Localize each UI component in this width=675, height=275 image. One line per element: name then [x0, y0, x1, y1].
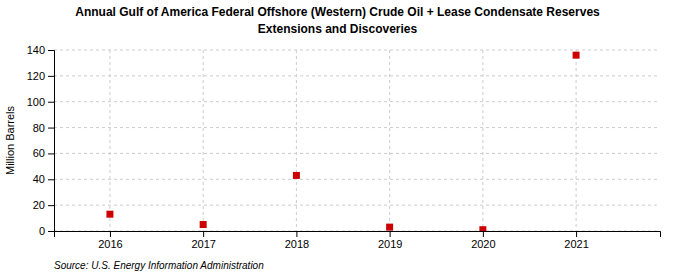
chart: Annual Gulf of America Federal Offshore … — [0, 0, 675, 275]
x-tick-mark — [296, 231, 297, 237]
y-tick-label: 20 — [33, 199, 45, 211]
y-tick: 140 — [27, 44, 54, 56]
point — [479, 226, 486, 231]
x-tick: 2017 — [191, 231, 215, 250]
grid-line-x — [482, 50, 483, 231]
grid-line-x — [203, 50, 204, 231]
y-tick-mark — [48, 231, 54, 232]
grid-line-x — [576, 50, 577, 231]
y-tick-mark — [48, 102, 54, 103]
grid-line-y — [54, 153, 660, 154]
y-tick: 120 — [27, 70, 54, 82]
y-tick-mark — [48, 128, 54, 129]
x-tick: 2019 — [378, 231, 402, 250]
grid-line-x — [109, 50, 110, 231]
x-tick: 2016 — [98, 231, 122, 250]
point — [106, 211, 113, 218]
grid-line-y — [54, 50, 660, 51]
y-tick-label: 0 — [39, 225, 45, 237]
points — [106, 52, 579, 231]
x-tick: 2021 — [564, 231, 588, 250]
y-axis-title: Million Barrels — [4, 105, 16, 175]
point — [573, 52, 580, 59]
y-tick: 40 — [33, 173, 54, 185]
grid — [54, 50, 660, 231]
grid-line-y — [54, 75, 660, 76]
x-tick: 2020 — [471, 231, 495, 250]
y-tick-label: 140 — [27, 44, 45, 56]
y-tick-mark — [48, 153, 54, 154]
x-tick-label: 2017 — [191, 238, 215, 250]
x-axis-line — [55, 232, 661, 238]
x-tick: 2018 — [285, 231, 309, 250]
y-tick: 100 — [27, 96, 54, 108]
x-tick-mark — [390, 231, 391, 237]
x-tick-mark — [203, 231, 204, 237]
x-tick-mark — [110, 231, 111, 237]
y-tick: 20 — [33, 199, 54, 211]
point — [200, 221, 207, 228]
y-tick-label: 100 — [27, 96, 45, 108]
x-tick-label: 2018 — [285, 238, 309, 250]
x-axis: 2016 2017 2018 2019 2020 2021 — [55, 231, 661, 250]
point — [293, 172, 300, 179]
y-axis-line — [48, 51, 55, 232]
x-tick-mark — [576, 231, 577, 237]
y-tick: 80 — [33, 122, 54, 134]
y-tick-mark — [48, 205, 54, 206]
y-tick-mark — [48, 179, 54, 180]
grid-line-x — [296, 50, 297, 231]
x-tick-label: 2019 — [378, 238, 402, 250]
grid-line-y — [54, 205, 660, 206]
x-tick-label: 2016 — [98, 238, 122, 250]
y-tick: 0 — [39, 225, 54, 237]
y-tick-label: 40 — [33, 173, 45, 185]
grid-line-y — [54, 101, 660, 102]
y-tick-label: 120 — [27, 70, 45, 82]
x-tick-label: 2021 — [564, 238, 588, 250]
y-axis: 0 20 40 60 80 100 120 140 — [27, 44, 55, 237]
y-tick: 60 — [33, 147, 54, 159]
source-note: Source: U.S. Energy Information Administ… — [54, 260, 264, 271]
y-tick-mark — [48, 50, 54, 51]
y-tick-label: 80 — [33, 122, 45, 134]
x-tick-label: 2020 — [471, 238, 495, 250]
x-tick-mark — [483, 231, 484, 237]
point — [386, 224, 393, 231]
y-tick-label: 60 — [33, 147, 45, 159]
grid-line-x — [389, 50, 390, 231]
grid-line-y — [54, 127, 660, 128]
grid-line-y — [54, 179, 660, 180]
title: Annual Gulf of America Federal Offshore … — [75, 5, 600, 19]
y-tick-mark — [48, 76, 54, 77]
subtitle: Extensions and Discoveries — [258, 22, 418, 36]
